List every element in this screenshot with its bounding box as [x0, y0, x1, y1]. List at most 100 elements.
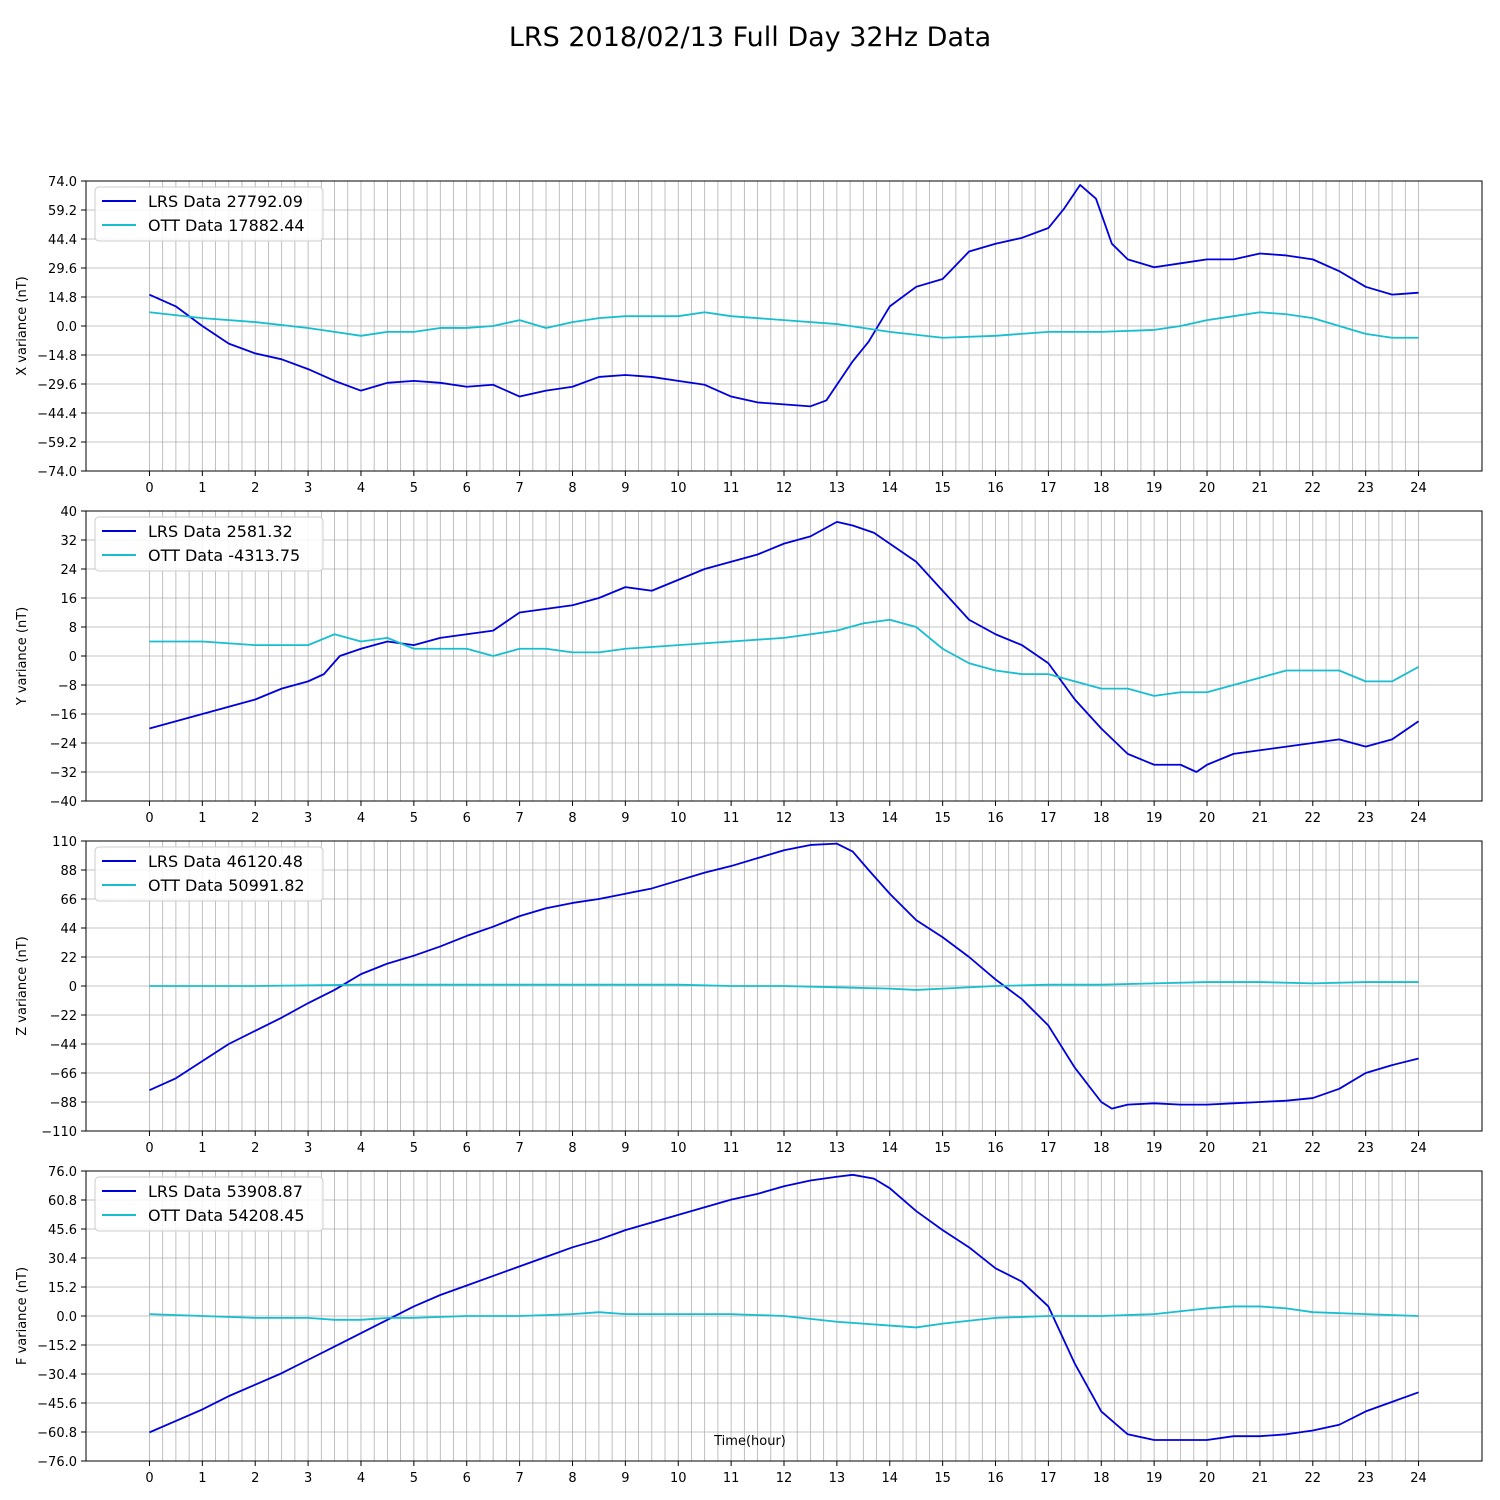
legend-box: [94, 1176, 324, 1232]
x-tick-label: 11: [723, 481, 740, 496]
x-tick-label: 13: [829, 1471, 846, 1486]
x-tick-label: 4: [357, 811, 365, 826]
x-tick-label: 2: [251, 1471, 259, 1486]
legend-box: [94, 186, 324, 242]
y-tick-label: −15.2: [37, 1339, 77, 1354]
x-tick-label: 20: [1199, 1471, 1216, 1486]
x-tick-label: 20: [1199, 1141, 1216, 1156]
y-tick-label: −88: [50, 1096, 77, 1111]
x-tick-label: 24: [1410, 1471, 1427, 1486]
x-tick-label: 12: [776, 1141, 793, 1156]
x-tick-label: 13: [829, 811, 846, 826]
x-tick-label: 7: [515, 481, 523, 496]
x-tick-label: 12: [776, 811, 793, 826]
x-tick-label: 7: [515, 1141, 523, 1156]
x-tick-label: 22: [1305, 1141, 1322, 1156]
legend: LRS Data 46120.48 OTT Data 50991.82: [94, 846, 324, 902]
y-axis-label: X variance (nT): [15, 276, 30, 375]
y-tick-label: −74.0: [37, 465, 77, 480]
x-tick-label: 7: [515, 811, 523, 826]
x-tick-label: 17: [1040, 481, 1057, 496]
x-tick-label: 21: [1252, 1141, 1269, 1156]
legend-entry: LRS Data 46120.48: [148, 852, 303, 871]
x-tick-label: 1: [198, 1471, 206, 1486]
x-tick-label: 23: [1357, 481, 1374, 496]
x-tick-label: 16: [987, 811, 1004, 826]
x-tick-label: 24: [1410, 481, 1427, 496]
y-tick-label: 44: [60, 922, 77, 937]
y-tick-label: 74.0: [48, 175, 77, 190]
x-tick-label: 14: [881, 1471, 898, 1486]
y-tick-label: −22: [50, 1009, 77, 1024]
y-tick-label: 59.2: [48, 204, 77, 219]
x-tick-label: 9: [621, 1471, 629, 1486]
y-tick-label: −76.0: [37, 1455, 77, 1470]
x-tick-label: 18: [1093, 1471, 1110, 1486]
legend-box: [94, 516, 324, 572]
x-tick-label: 3: [304, 481, 312, 496]
y-axis-label: F variance (nT): [15, 1267, 30, 1365]
subplot-3: 0 1 2 3 4 5 6 7 8 9 10 11 12 13 14 15 16 17 18 19 20 21 22 23 24…: [15, 835, 1483, 1156]
x-tick-label: 14: [881, 1141, 898, 1156]
x-tick-label: 19: [1146, 1141, 1163, 1156]
x-tick-label: 4: [357, 481, 365, 496]
x-tick-label: 0: [145, 1141, 153, 1156]
y-tick-label: 30.4: [48, 1252, 77, 1267]
x-tick-label: 10: [670, 481, 687, 496]
y-tick-label: 15.2: [48, 1281, 77, 1296]
subplot-1: 0 1 2 3 4 5 6 7 8 9 10 11 12 13 14 15 16 17 18 19 20 21 22 23 24…: [15, 175, 1483, 496]
lrs-series-line: [149, 184, 1419, 408]
x-tick-label: 21: [1252, 481, 1269, 496]
x-tick-label: 21: [1252, 1471, 1269, 1486]
x-tick-label: 19: [1146, 811, 1163, 826]
legend-entry: LRS Data 27792.09: [148, 192, 303, 211]
x-tick-label: 19: [1146, 481, 1163, 496]
x-tick-label: 12: [776, 481, 793, 496]
x-tick-label: 18: [1093, 811, 1110, 826]
x-tick-label: 6: [463, 1141, 471, 1156]
legend: LRS Data 27792.09 OTT Data 17882.44: [94, 186, 324, 242]
y-tick-label: 45.6: [48, 1223, 77, 1238]
x-tick-label: 5: [410, 1141, 418, 1156]
y-tick-label: −16: [50, 708, 77, 723]
y-tick-label: 32: [60, 534, 77, 549]
x-tick-label: 17: [1040, 1141, 1057, 1156]
y-tick-label: 8: [69, 621, 77, 636]
y-tick-label: 22: [60, 951, 77, 966]
x-tick-label: 21: [1252, 811, 1269, 826]
ott-series-line: [149, 981, 1419, 991]
y-tick-label: 29.6: [48, 262, 77, 277]
x-tick-label: 11: [723, 811, 740, 826]
x-tick-label: 20: [1199, 481, 1216, 496]
x-tick-label: 9: [621, 811, 629, 826]
x-tick-label: 8: [568, 1471, 576, 1486]
x-tick-label: 8: [568, 811, 576, 826]
x-tick-label: 15: [934, 811, 951, 826]
x-tick-label: 16: [987, 1471, 1004, 1486]
y-tick-label: −8: [58, 679, 77, 694]
x-tick-label: 10: [670, 811, 687, 826]
x-tick-label: 9: [621, 481, 629, 496]
x-tick-label: 16: [987, 481, 1004, 496]
x-tick-label: 22: [1305, 481, 1322, 496]
lrs-series-line: [149, 520, 1420, 773]
y-tick-label: 40: [60, 505, 77, 520]
x-tick-label: 5: [410, 1471, 418, 1486]
y-axis-label: Y variance (nT): [15, 607, 30, 707]
x-tick-label: 10: [670, 1141, 687, 1156]
x-tick-label: 6: [463, 1471, 471, 1486]
y-tick-label: 0: [69, 650, 77, 665]
ott-series-line: [149, 618, 1419, 697]
y-axis-label: Z variance (nT): [15, 936, 30, 1035]
y-tick-label: −30.4: [37, 1368, 77, 1383]
y-tick-label: −45.6: [37, 1397, 77, 1412]
y-tick-label: −14.8: [37, 349, 77, 364]
x-tick-label: 0: [145, 1471, 153, 1486]
x-tick-label: 6: [463, 811, 471, 826]
x-tick-label: 23: [1357, 1471, 1374, 1486]
y-tick-label: −59.2: [37, 436, 77, 451]
x-tick-label: 2: [251, 481, 259, 496]
y-tick-label: 0.0: [56, 1310, 77, 1325]
y-tick-label: −66: [50, 1067, 77, 1082]
